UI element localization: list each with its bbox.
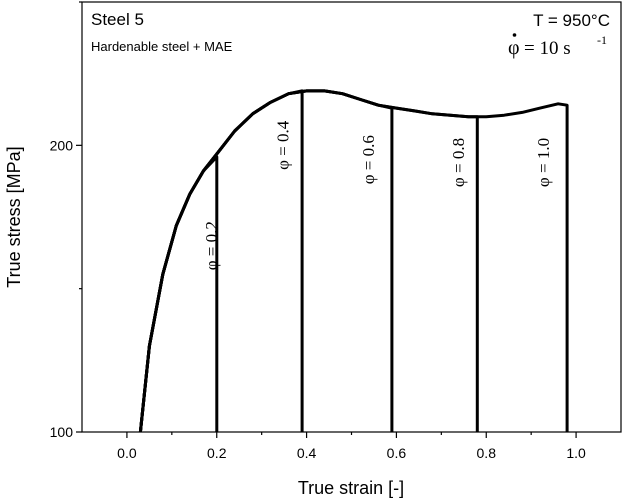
x-tick-label: 1.0 [566, 445, 586, 461]
annotation-label-4: φ = 0.8 [449, 138, 468, 187]
flow-curve-4 [138, 89, 479, 433]
x-axis-label: True strain [-] [298, 478, 404, 498]
flow-curve-3 [138, 89, 394, 433]
x-tick-label: 0.2 [207, 445, 227, 461]
y-axis-label: True stress [MPa] [4, 146, 24, 287]
annotation-label-2: φ = 0.4 [274, 120, 293, 170]
x-tick-label: 0.4 [297, 445, 317, 461]
axis-ticks [76, 1, 577, 438]
y-tick-label: 200 [50, 137, 74, 153]
strain-rate-symbol: φ [508, 37, 520, 59]
flow-curve-1 [138, 155, 219, 433]
x-tick-label: 0.0 [117, 445, 137, 461]
temperature-label: T = 950°C [533, 11, 610, 30]
annotation-label-1: φ = 0.2 [202, 221, 221, 270]
x-tick-label: 0.6 [387, 445, 407, 461]
y-tick-label: 100 [50, 424, 74, 440]
strain-rate-dot [512, 33, 517, 37]
flow-curve-5 [138, 89, 569, 433]
tick-labels: 0.0 0.2 0.4 0.6 0.8 1.0 100 200 [50, 137, 586, 461]
chart-subtitle: Hardenable steel + MAE [91, 39, 233, 54]
strain-rate-label: φ = 10 s -1 [508, 33, 607, 59]
strain-rate-value: = 10 s [524, 38, 571, 59]
strain-rate-exponent: -1 [597, 33, 607, 47]
curve-annotations: φ = 0.2 φ = 0.4 φ = 0.6 φ = 0.8 φ = 1.0 [202, 120, 553, 270]
annotation-label-5: φ = 1.0 [534, 138, 553, 187]
chart-title: Steel 5 [91, 10, 144, 29]
plot-frame [81, 1, 622, 433]
annotation-label-3: φ = 0.6 [359, 135, 378, 184]
x-tick-label: 0.8 [477, 445, 497, 461]
curves [138, 89, 569, 433]
